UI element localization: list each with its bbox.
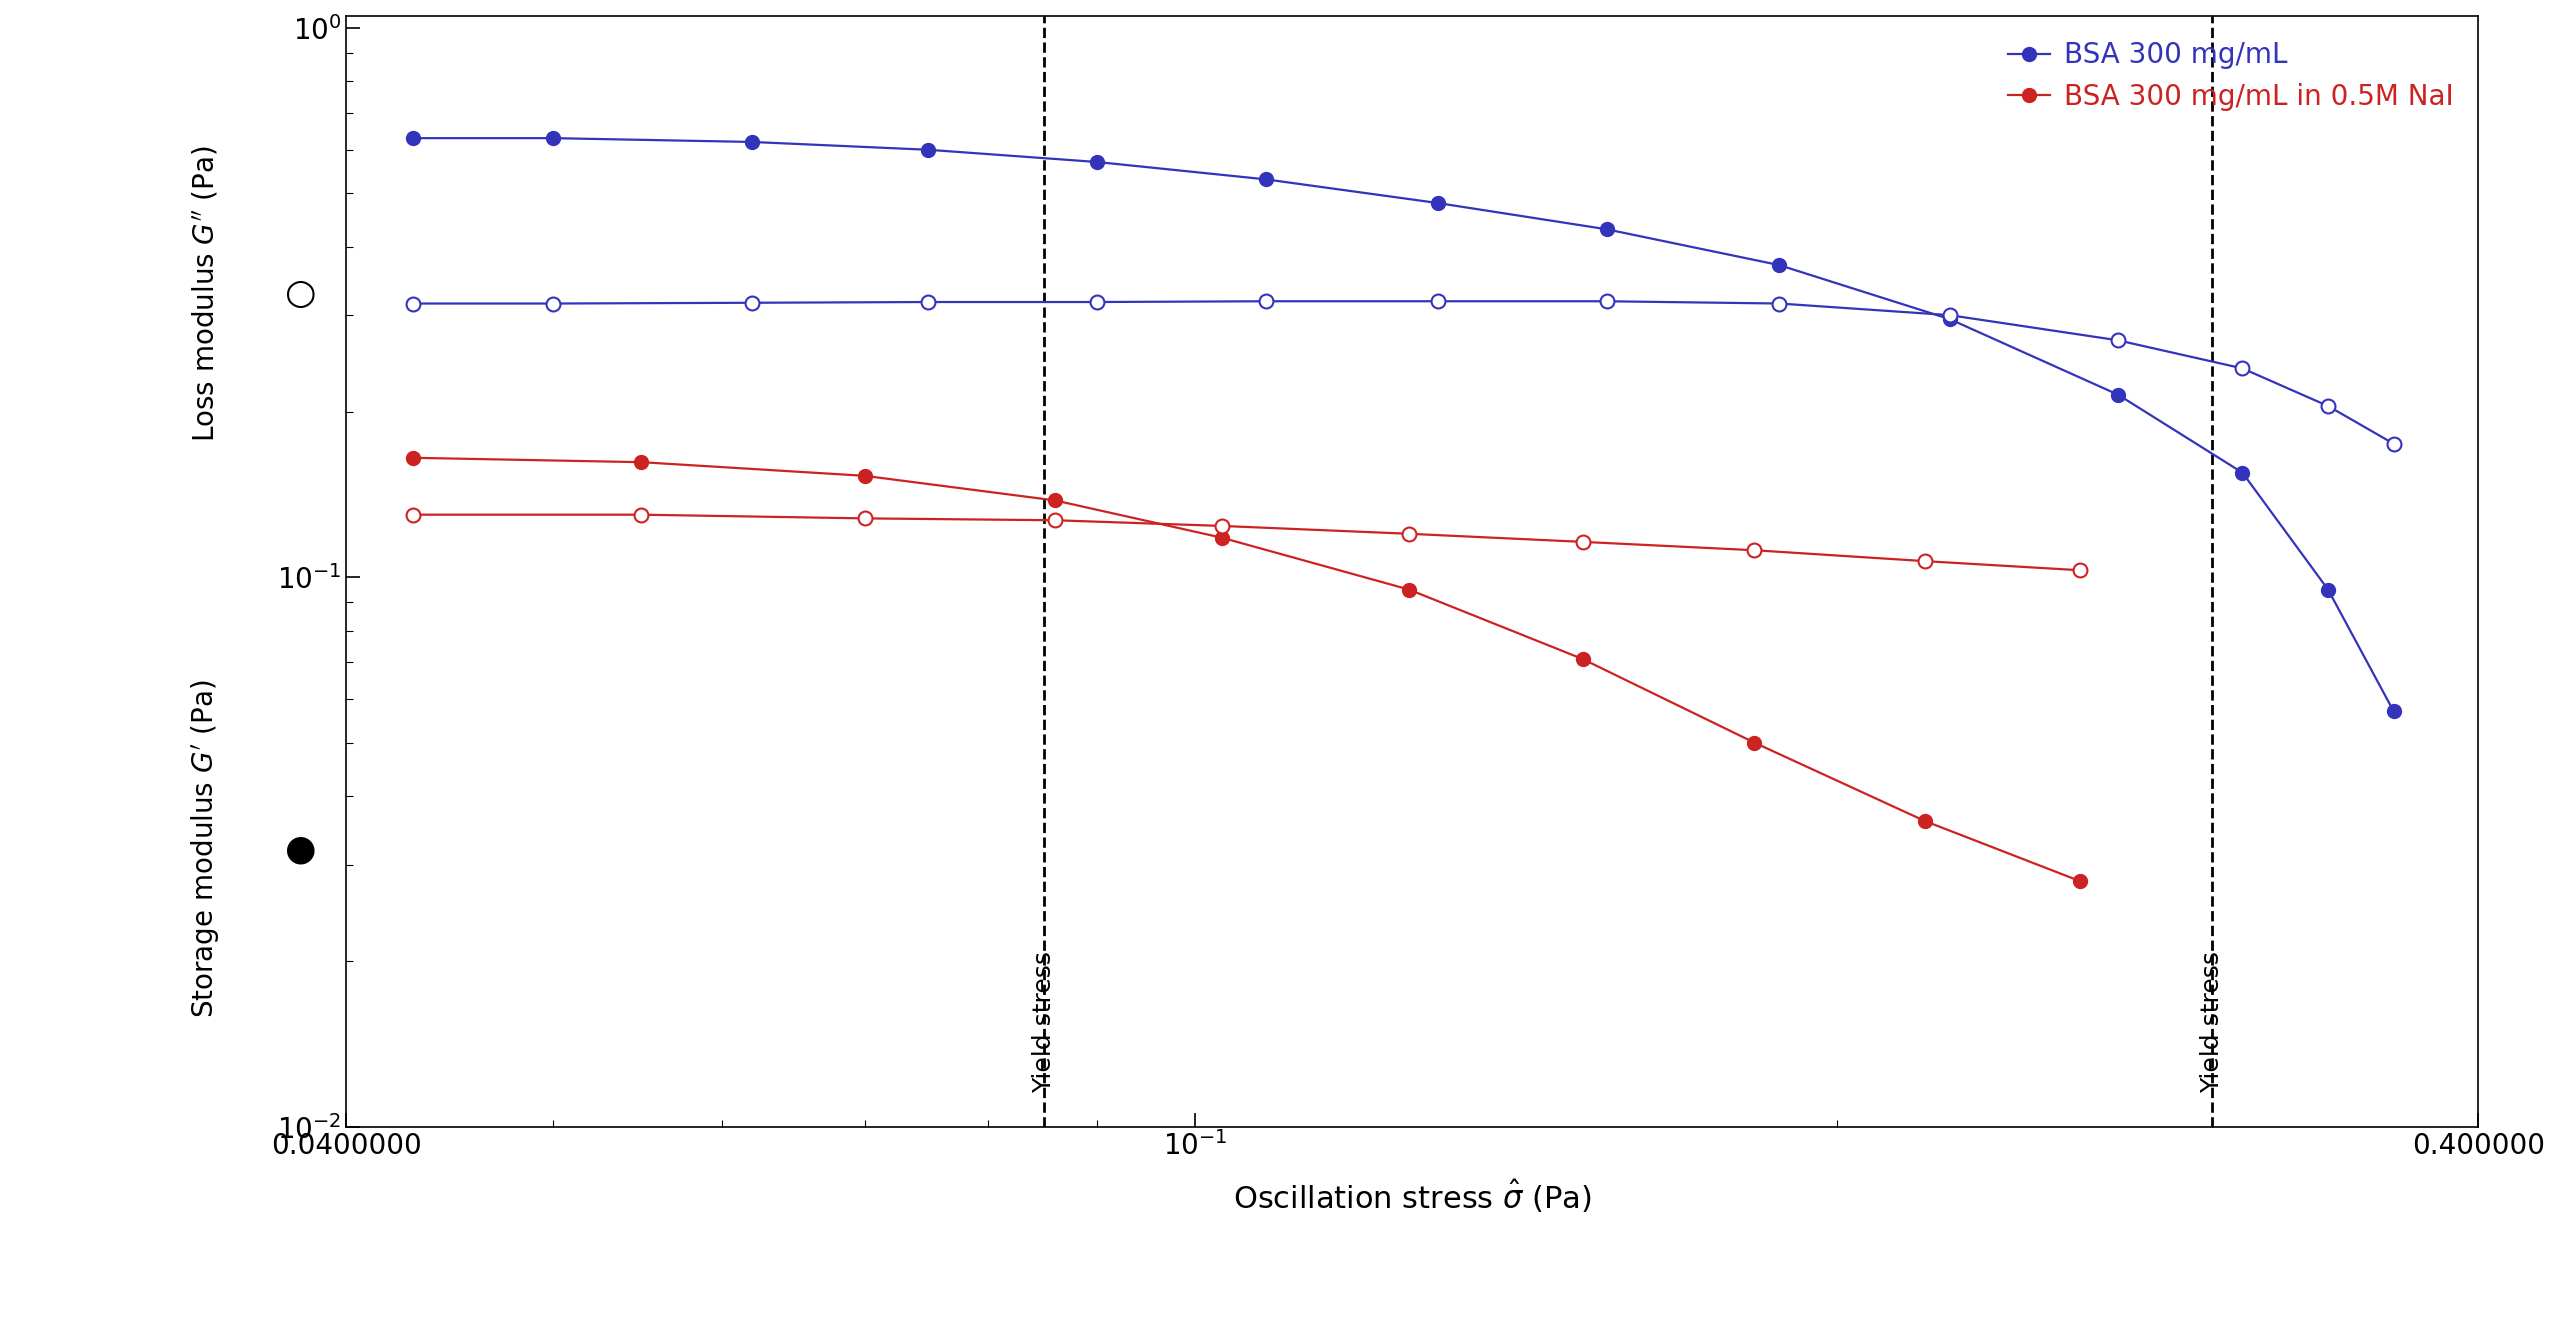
X-axis label: Oscillation stress $\hat{\sigma}$ (Pa): Oscillation stress $\hat{\sigma}$ (Pa)	[1234, 1177, 1592, 1216]
Legend: BSA 300 mg/mL, BSA 300 mg/mL in 0.5M NaI: BSA 300 mg/mL, BSA 300 mg/mL in 0.5M NaI	[1997, 30, 2465, 122]
Text: Yield stress: Yield stress	[1032, 951, 1057, 1093]
Text: Storage modulus $G'$ (Pa): Storage modulus $G'$ (Pa)	[189, 680, 223, 1019]
Text: ●: ●	[284, 832, 315, 867]
Text: Yield stress: Yield stress	[2199, 951, 2225, 1093]
Text: Loss modulus $G''$ (Pa): Loss modulus $G''$ (Pa)	[192, 146, 220, 442]
Text: ○: ○	[284, 277, 315, 311]
